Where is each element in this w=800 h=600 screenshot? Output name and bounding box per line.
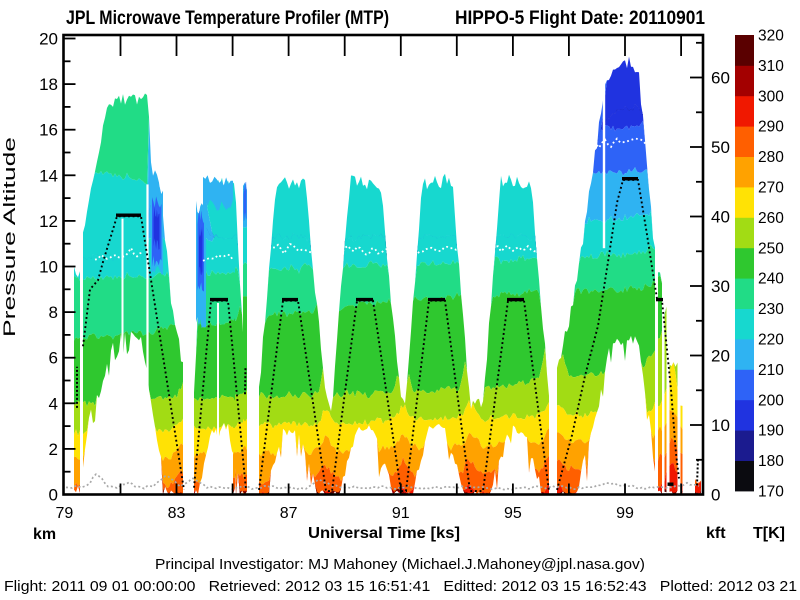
svg-text:18: 18: [39, 75, 58, 94]
svg-text:30: 30: [711, 277, 730, 296]
svg-text:km: km: [33, 526, 56, 543]
svg-text:10: 10: [39, 258, 58, 277]
svg-text:180: 180: [758, 453, 784, 470]
svg-text:91: 91: [392, 505, 410, 522]
svg-text:Universal Time [ks]: Universal Time [ks]: [308, 525, 460, 542]
svg-text:6: 6: [49, 349, 58, 368]
svg-text:0: 0: [49, 486, 58, 505]
svg-text:T[K]: T[K]: [753, 525, 785, 542]
svg-text:Principal Investigator: MJ Mah: Principal Investigator: MJ Mahoney (Mich…: [155, 556, 645, 573]
svg-text:79: 79: [56, 505, 74, 522]
svg-text:300: 300: [758, 88, 784, 105]
svg-text:12: 12: [39, 212, 58, 231]
svg-text:Flight: 2011 09 01 00:00:00: Flight: 2011 09 01 00:00:00 Retrieved: 2…: [4, 578, 797, 595]
svg-text:16: 16: [39, 121, 58, 140]
svg-text:87: 87: [280, 505, 298, 522]
svg-text:60: 60: [711, 69, 730, 88]
svg-text:4: 4: [49, 394, 58, 413]
svg-text:10: 10: [711, 416, 730, 435]
svg-text:170: 170: [758, 484, 784, 501]
svg-text:200: 200: [758, 392, 784, 409]
svg-text:50: 50: [711, 138, 730, 157]
svg-text:0: 0: [711, 486, 720, 505]
svg-text:310: 310: [758, 58, 784, 75]
svg-text:83: 83: [168, 505, 186, 522]
svg-text:250: 250: [758, 240, 784, 257]
svg-text:230: 230: [758, 301, 784, 318]
svg-text:20: 20: [711, 347, 730, 366]
svg-text:270: 270: [758, 180, 784, 197]
svg-text:2: 2: [49, 440, 58, 459]
svg-text:280: 280: [758, 149, 784, 166]
svg-text:20: 20: [39, 30, 58, 49]
svg-text:JPL Microwave Temperature Prof: JPL Microwave Temperature Profiler (MTP): [66, 8, 389, 29]
svg-text:290: 290: [758, 119, 784, 136]
svg-text:220: 220: [758, 332, 784, 349]
svg-text:240: 240: [758, 271, 784, 288]
svg-text:260: 260: [758, 210, 784, 227]
svg-text:Pressure Altitude: Pressure Altitude: [0, 137, 19, 337]
svg-text:HIPPO-5 Flight Date: 20110901: HIPPO-5 Flight Date: 20110901: [455, 8, 705, 29]
svg-text:kft: kft: [706, 525, 726, 542]
svg-text:320: 320: [758, 28, 784, 45]
svg-text:99: 99: [616, 505, 634, 522]
svg-text:95: 95: [504, 505, 522, 522]
svg-text:210: 210: [758, 362, 784, 379]
svg-text:8: 8: [49, 303, 58, 322]
svg-text:40: 40: [711, 208, 730, 227]
svg-text:14: 14: [39, 166, 58, 185]
svg-text:190: 190: [758, 423, 784, 440]
